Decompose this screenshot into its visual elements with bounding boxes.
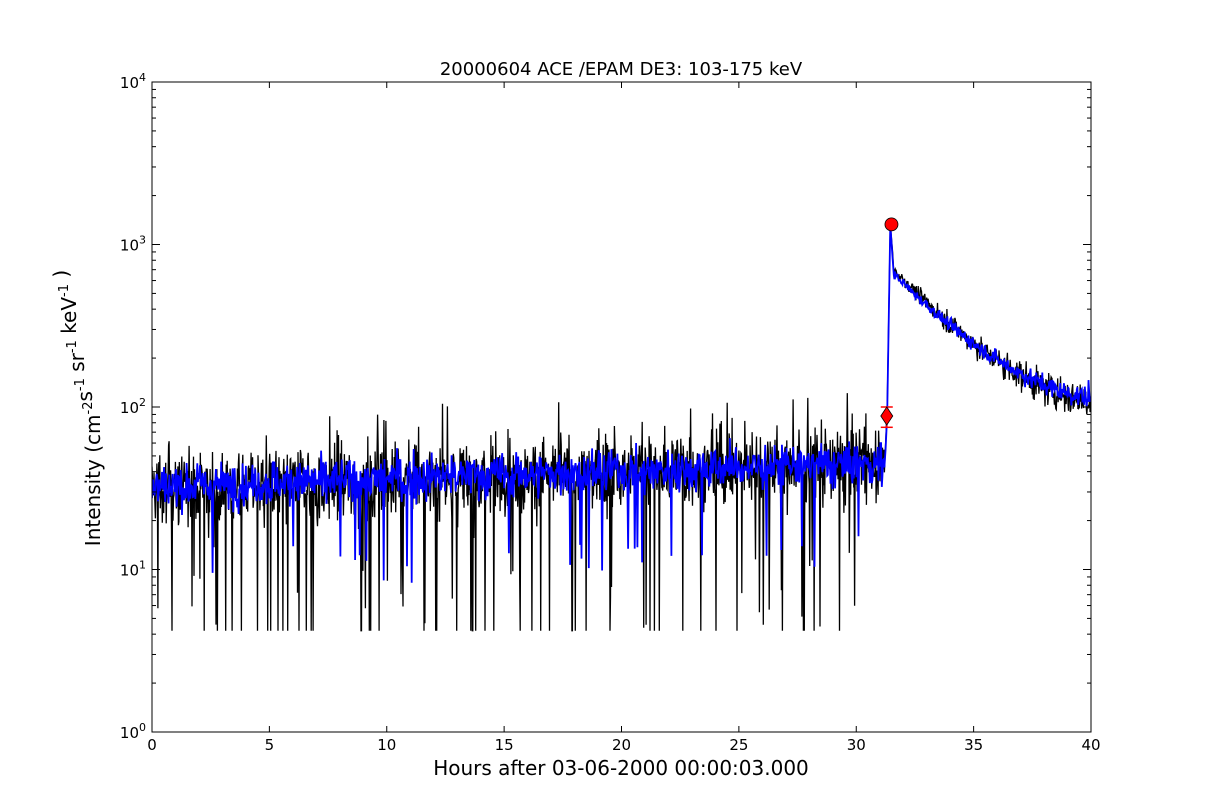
- plot-area: [152, 217, 1091, 632]
- x-axis: 0 5 10 15 20 25 30 35 40: [147, 82, 1101, 754]
- y-tick-label: 101: [120, 559, 146, 580]
- plot-frame: [151, 81, 1092, 733]
- x-tick-label: 0: [147, 736, 157, 754]
- y-tick-label: 100: [120, 721, 146, 742]
- x-tick-label: 40: [1081, 736, 1100, 754]
- chart-title: 20000604 ACE /EPAM DE3: 103-175 keV: [440, 59, 803, 80]
- series-raw-intensity: [152, 224, 1091, 632]
- onset-marker: [880, 406, 894, 426]
- y-axis: 100 101 102 103 104: [120, 71, 1091, 742]
- markers: [880, 217, 899, 429]
- y-tick-label: 104: [120, 71, 146, 92]
- x-tick-label: 10: [377, 736, 396, 754]
- y-tick-label: 103: [120, 234, 146, 255]
- x-tick-label: 35: [964, 736, 983, 754]
- x-tick-label: 5: [265, 736, 275, 754]
- x-tick-label: 30: [847, 736, 866, 754]
- x-axis-label: Hours after 03-06-2000 00:00:03.000: [433, 756, 809, 780]
- y-axis-label: Intensity (cm-2s-1 sr-1 keV-1 ): [49, 270, 105, 546]
- x-tick-label: 20: [612, 736, 631, 754]
- peak-marker: [884, 217, 899, 232]
- y-tick-label: 102: [120, 396, 146, 417]
- x-tick-label: 25: [729, 736, 748, 754]
- x-tick-label: 15: [495, 736, 514, 754]
- series-smoothed-intensity: [152, 224, 1091, 583]
